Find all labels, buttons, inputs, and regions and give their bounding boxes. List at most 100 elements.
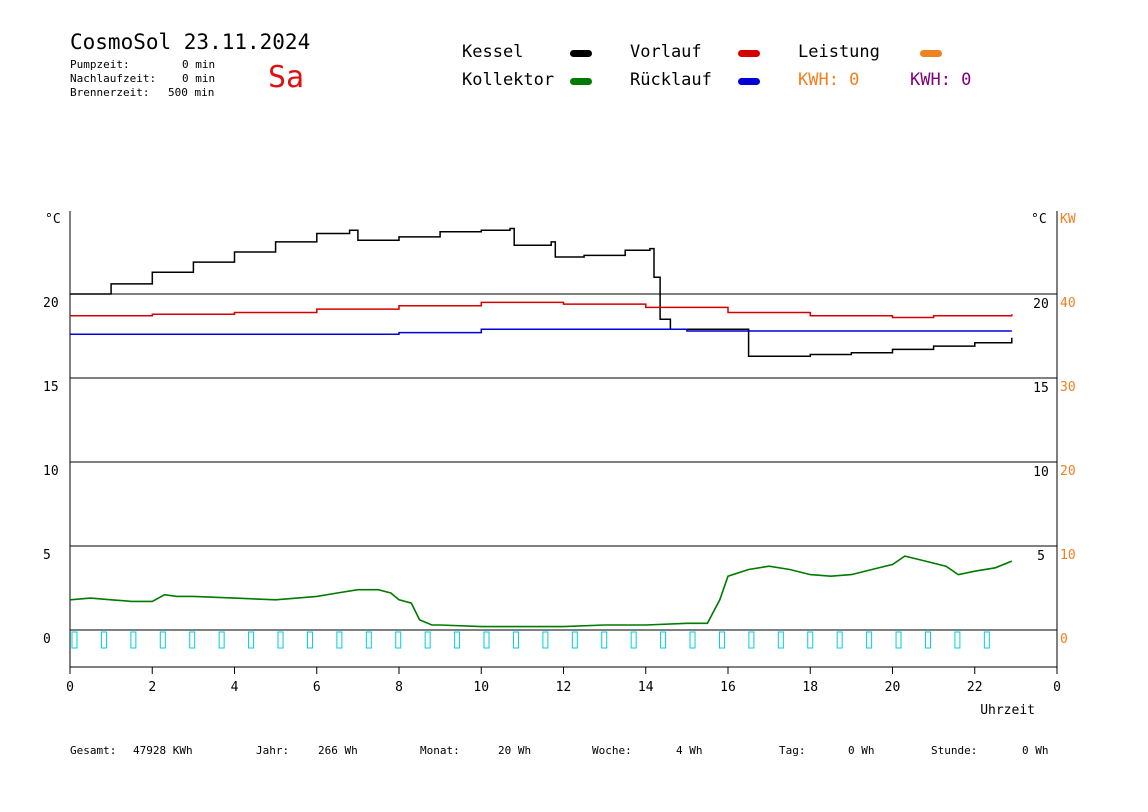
y-kw-tick-label: 20 — [1060, 464, 1076, 479]
stat-stunde-value: 0 Wh — [1022, 744, 1049, 757]
stat-gesamt-value: 47928 KWh — [133, 744, 193, 757]
x-tick-label: 12 — [556, 680, 572, 695]
pump-pulse — [483, 631, 490, 649]
nachlaufzeit-label: Nachlaufzeit: — [70, 72, 157, 85]
x-tick-label: 18 — [802, 680, 818, 695]
pump-pulse — [954, 631, 961, 649]
pump-pulse — [454, 631, 461, 649]
pump-pulse — [130, 631, 137, 649]
y-right-tick-label: 20 — [1033, 297, 1049, 312]
pump-pulse — [748, 631, 755, 649]
x-tick-label: 14 — [638, 680, 654, 695]
x-tick-label: 20 — [885, 680, 901, 695]
x-tick-label: 4 — [231, 680, 239, 695]
x-tick-label: 8 — [395, 680, 403, 695]
stat-stunde-label: Stunde: — [931, 744, 978, 757]
pumpzeit-value: 0 min — [182, 58, 216, 71]
pump-pulse — [424, 631, 431, 649]
pump-pulse — [218, 631, 225, 649]
y-kw-tick-label: 40 — [1060, 296, 1076, 311]
y-left-unit: °C — [45, 212, 61, 227]
series-line-kessel — [70, 227, 1013, 357]
pump-pulse — [630, 631, 637, 649]
y-kw-tick-label: 30 — [1060, 380, 1076, 395]
pump-pulse — [895, 631, 902, 649]
legend-kollektor-label: Kollektor — [462, 70, 555, 90]
stat-tag-value: 0 Wh — [848, 744, 875, 757]
pump-pulse — [924, 631, 931, 649]
legend-vorlauf-label: Vorlauf — [630, 42, 702, 62]
pump-pulse — [277, 631, 284, 649]
y-kw-tick-label: 10 — [1060, 548, 1076, 563]
series-line-vorlauf — [70, 301, 1013, 319]
legend-ruecklauf-label: Rücklauf — [630, 70, 712, 90]
stat-woche-value: 4 Wh — [676, 744, 703, 757]
pump-pulse — [189, 631, 196, 649]
nachlaufzeit-value: 0 min — [182, 72, 216, 85]
weekday-label: Sa — [268, 60, 305, 95]
pump-pulse — [660, 631, 667, 649]
legend-kessel-label: Kessel — [462, 42, 524, 62]
x-tick-label: 16 — [720, 680, 736, 695]
pump-pulse — [807, 631, 814, 649]
legend-leistung-swatch — [920, 50, 942, 57]
pump-pulse — [395, 631, 402, 649]
pump-pulse — [336, 631, 343, 649]
y-left-tick-label: 0 — [43, 632, 51, 647]
y-right-tick-label: 15 — [1033, 381, 1049, 396]
stat-jahr-value: 266 Wh — [318, 744, 358, 757]
pump-pulse — [306, 631, 313, 649]
pump-pulse — [777, 631, 784, 649]
pump-pulse — [542, 631, 549, 649]
stat-jahr-label: Jahr: — [256, 744, 290, 757]
chart-title: CosmoSol 23.11.2024 — [70, 30, 311, 54]
pump-pulse — [365, 631, 372, 649]
legend-kwh-purple: KWH: 0 — [910, 70, 972, 90]
legend-ruecklauf-swatch — [738, 78, 760, 85]
y-left-tick-label: 10 — [43, 464, 59, 479]
legend-kwh-orange: KWH: 0 — [798, 70, 860, 90]
stat-tag-label: Tag: — [779, 744, 806, 757]
stat-gesamt-label: Gesamt: — [70, 744, 117, 757]
legend-kessel-swatch — [570, 50, 592, 57]
stat-monat-label: Monat: — [420, 744, 460, 757]
y-kw-unit: KW — [1060, 212, 1076, 227]
y-left-tick-label: 15 — [43, 380, 59, 395]
pump-pulse — [836, 631, 843, 649]
pump-pulse — [71, 631, 78, 649]
x-tick-label: 6 — [313, 680, 321, 695]
pump-pulse — [866, 631, 873, 649]
pump-pulse — [512, 631, 519, 649]
pump-pulse — [718, 631, 725, 649]
x-tick-label: 0 — [1053, 680, 1061, 695]
stat-monat-value: 20 Wh — [498, 744, 532, 757]
x-axis-title: Uhrzeit — [980, 703, 1035, 718]
pump-pulse — [159, 631, 166, 649]
y-kw-tick-label: 0 — [1060, 632, 1068, 647]
y-right-unit: °C — [1031, 212, 1047, 227]
y-right-tick-label: 10 — [1033, 465, 1049, 480]
legend-vorlauf-swatch — [738, 50, 760, 57]
x-tick-label: 10 — [473, 680, 489, 695]
y-left-tick-label: 20 — [43, 296, 59, 311]
pump-pulse — [601, 631, 608, 649]
brennerzeit-label: Brennerzeit: — [70, 86, 150, 99]
pump-pulse — [689, 631, 696, 649]
x-tick-label: 2 — [148, 680, 156, 695]
pump-pulse — [983, 631, 990, 649]
pumpzeit-label: Pumpzeit: — [70, 58, 130, 71]
x-tick-label: 0 — [66, 680, 74, 695]
legend-kollektor-swatch — [570, 78, 592, 85]
pump-pulse — [100, 631, 107, 649]
pump-pulse — [571, 631, 578, 649]
pump-pulse — [248, 631, 255, 649]
y-right-tick-label: 5 — [1037, 549, 1045, 564]
series-line-ruecklauf — [70, 328, 1012, 336]
x-tick-label: 22 — [967, 680, 983, 695]
series-line-kollektor — [69, 555, 1013, 628]
brennerzeit-value: 500 min — [168, 86, 215, 99]
y-left-tick-label: 5 — [43, 548, 51, 563]
legend-leistung-label: Leistung — [798, 42, 880, 62]
stat-woche-label: Woche: — [592, 744, 632, 757]
